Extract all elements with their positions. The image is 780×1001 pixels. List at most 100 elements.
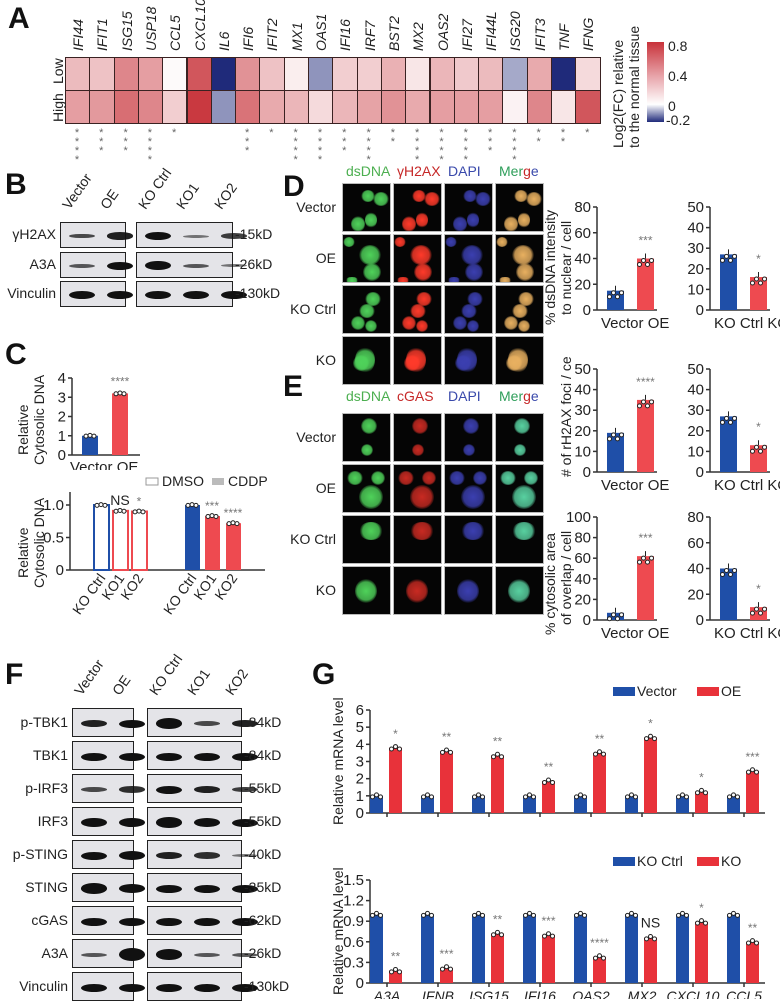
- colorbar: [647, 42, 664, 122]
- protein-band: [119, 851, 145, 860]
- lane-label: OE: [108, 672, 134, 698]
- chart-e-overlap: 0 20 40 60 80 100 *** Vector OE 0 20 40 60 80 * KO Ctr…: [542, 509, 780, 642]
- svg-text:40: 40: [687, 220, 704, 237]
- condition-label: KO Ctrl: [290, 300, 336, 317]
- svg-text:Vector OE: Vector OE: [70, 459, 138, 470]
- heatmap-cell: [356, 57, 382, 91]
- colorbar-tick: 0.4: [668, 68, 688, 84]
- micrograph-image: [393, 515, 442, 564]
- cell-nucleus: [516, 263, 534, 281]
- cell-nucleus: [504, 216, 518, 231]
- cell-nucleus: [404, 355, 420, 371]
- protein-band: [232, 983, 258, 992]
- svg-text:50: 50: [687, 199, 704, 216]
- significance-stars: * * * *: [512, 127, 517, 166]
- protein-band: [156, 752, 182, 761]
- cell-nucleus: [424, 192, 440, 206]
- micrograph-image: [444, 566, 493, 615]
- svg-text:*: *: [756, 252, 761, 266]
- cell-nucleus: [445, 237, 457, 247]
- svg-text:100: 100: [566, 509, 591, 526]
- cell-nucleus: [402, 216, 416, 231]
- heatmap-cell: [186, 57, 212, 91]
- protein-band: [145, 291, 171, 299]
- heatmap-cell: [526, 90, 552, 124]
- micrograph-image: [393, 285, 442, 334]
- blot-strip: [136, 281, 247, 307]
- cell-nucleus: [453, 316, 467, 330]
- cell-nucleus: [343, 237, 355, 247]
- svg-text:2: 2: [356, 771, 364, 788]
- svg-text:20: 20: [687, 423, 704, 440]
- condition-label: Vector: [296, 198, 336, 215]
- svg-text:*: *: [756, 420, 761, 434]
- svg-text:0: 0: [583, 612, 591, 629]
- svg-text:Relative mRNA level: Relative mRNA level: [330, 867, 346, 995]
- protein-band: [119, 752, 145, 761]
- svg-text:Vector OE: Vector OE: [601, 477, 669, 494]
- heatmap-cell: [478, 90, 504, 124]
- heatmap-cell: [89, 90, 115, 124]
- protein-band: [194, 983, 220, 992]
- heatmap-cell: [429, 90, 455, 124]
- molecular-weight-label: -40kD: [244, 845, 282, 862]
- heatmap-cell: [137, 90, 164, 124]
- micrograph-image: [342, 464, 391, 513]
- svg-text:***: ***: [541, 914, 555, 928]
- svg-text:**: **: [544, 760, 554, 774]
- protein-band: [81, 719, 107, 728]
- gene-label: IFI6: [240, 26, 257, 51]
- svg-text:40: 40: [687, 382, 704, 399]
- svg-text:0: 0: [58, 447, 66, 464]
- cell-nucleus: [514, 444, 526, 456]
- cell-nucleus: [422, 471, 436, 485]
- cell-nucleus: [498, 277, 512, 282]
- protein-band: [145, 232, 171, 240]
- heatmap-cell: [283, 90, 309, 124]
- gene-label: ISG20: [507, 11, 524, 51]
- svg-text:20: 20: [687, 261, 704, 278]
- blot-row-label: A3A: [29, 255, 56, 272]
- cell-nucleus: [467, 320, 479, 332]
- lane-label: KO2: [221, 665, 252, 698]
- svg-text:% dsDNA intensity: % dsDNA intensity: [542, 210, 558, 325]
- gene-label: OAS1: [313, 13, 329, 51]
- svg-text:0.6: 0.6: [343, 934, 364, 951]
- svg-text:OE: OE: [721, 683, 741, 699]
- protein-band: [194, 785, 220, 794]
- blot-row-label: IRF3: [37, 812, 68, 829]
- heatmap-cell: [332, 57, 358, 91]
- heatmap-cell: [308, 90, 334, 124]
- molecular-weight-label: -130kD: [235, 285, 281, 301]
- heatmap-cell: [356, 90, 382, 124]
- heatmap-cell: [502, 57, 528, 91]
- svg-text:60: 60: [574, 550, 591, 567]
- significance-stars: * * *: [99, 127, 104, 157]
- micrograph-image: [444, 464, 493, 513]
- lane-label: KO2: [210, 179, 241, 212]
- protein-band: [107, 261, 133, 270]
- cell-nucleus: [518, 320, 530, 332]
- gene-label: IFIT1: [94, 18, 111, 51]
- micrograph-image: [393, 336, 442, 385]
- significance-stars: * * *: [342, 127, 347, 157]
- cell-nucleus: [512, 522, 536, 540]
- panel-letter-g: G: [312, 658, 336, 691]
- protein-band: [183, 263, 209, 268]
- significance-stars: *: [585, 127, 590, 139]
- protein-band: [119, 817, 145, 828]
- micrograph-image: [495, 413, 544, 462]
- svg-text:1: 1: [356, 788, 364, 805]
- protein-band: [81, 883, 107, 894]
- micrograph-image: [393, 234, 442, 283]
- condition-label: KO: [315, 581, 336, 598]
- cell-nucleus: [359, 485, 383, 509]
- cell-nucleus: [461, 522, 485, 540]
- protein-band: [232, 952, 258, 957]
- panel-letter-f: F: [5, 658, 24, 691]
- micrograph-image: [495, 183, 544, 232]
- blot-row-label: p-TBK1: [20, 713, 68, 730]
- cell-nucleus: [414, 263, 432, 281]
- heatmap-cell: [89, 57, 115, 91]
- significance-stars: * * * *: [439, 127, 444, 166]
